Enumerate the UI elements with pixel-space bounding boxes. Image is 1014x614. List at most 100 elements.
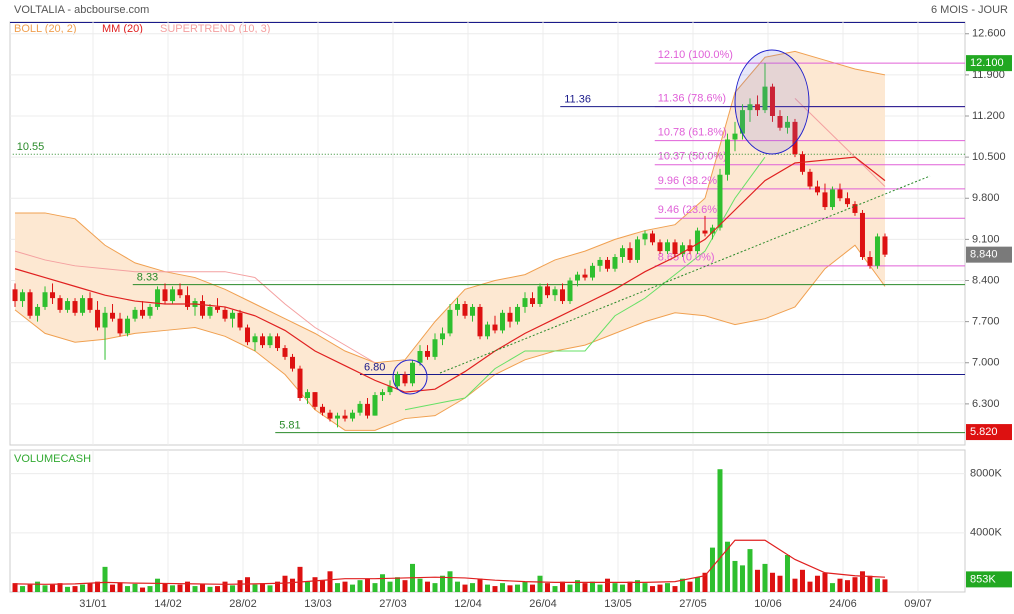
- candle-body: [777, 116, 783, 128]
- volume-bar: [27, 584, 33, 592]
- x-tick-label: 24/06: [829, 598, 857, 610]
- volume-bar: [140, 587, 146, 592]
- fib-label: 10.37 (50.0%): [658, 151, 727, 163]
- candle-body: [380, 392, 386, 396]
- volume-bar: [380, 574, 386, 592]
- legend-ma: MM (20): [102, 23, 143, 35]
- volume-ma-line: [15, 539, 886, 585]
- candle-body: [200, 301, 206, 316]
- candle-body: [132, 309, 138, 319]
- legend-boll: BOLL (20, 2): [14, 23, 77, 35]
- volume-bar: [822, 572, 828, 592]
- volume-bar: [769, 572, 775, 592]
- candle-body: [619, 248, 625, 257]
- volume-bar: [425, 581, 431, 592]
- volume-bar: [432, 583, 438, 592]
- volume-bar: [455, 581, 461, 592]
- candle-body: [492, 324, 498, 331]
- volume-bar: [95, 581, 101, 592]
- candle-body: [222, 309, 228, 319]
- candle-body: [537, 286, 543, 304]
- volume-bar: [844, 580, 850, 592]
- volume-label-box: [966, 571, 1012, 588]
- candle-body: [717, 174, 723, 228]
- candle-body: [237, 312, 243, 328]
- candle-body: [117, 318, 123, 334]
- volume-bar: [20, 586, 26, 592]
- level-label: 6.80: [364, 361, 385, 373]
- volume-bar: [117, 582, 123, 592]
- volume-label: 853K: [970, 573, 996, 585]
- y-tick-label: 11.900: [972, 69, 1005, 81]
- volume-bar: [874, 578, 880, 592]
- candle-body: [125, 318, 131, 334]
- candle-body: [12, 289, 18, 302]
- candle-body: [664, 242, 670, 252]
- volume-bar: [784, 555, 790, 592]
- candle-body: [275, 336, 281, 349]
- candle-body: [110, 312, 116, 319]
- candle-body: [42, 292, 48, 307]
- fib-label: 10.78 (61.8%): [658, 127, 727, 139]
- candle-body: [35, 306, 41, 316]
- volume-bar: [342, 581, 348, 592]
- volume-bar: [664, 583, 670, 592]
- volume-bar: [215, 586, 221, 592]
- candle-body: [567, 280, 573, 302]
- supertrend-line: [794, 98, 886, 187]
- volume-bar: [102, 566, 108, 592]
- volume-bar: [320, 580, 326, 592]
- candle-body: [147, 306, 153, 316]
- volume-bar: [694, 577, 700, 592]
- volume-bar: [679, 578, 685, 592]
- volume-bar: [417, 578, 423, 592]
- level-label: 10.55: [17, 141, 45, 153]
- x-tick-label: 27/03: [379, 598, 407, 610]
- candle-body: [207, 306, 213, 316]
- band-lower: [14, 244, 886, 431]
- volume-bar: [739, 565, 745, 592]
- candle-body: [290, 356, 296, 369]
- volume-bar: [365, 578, 371, 592]
- volume-bar: [372, 583, 378, 592]
- volume-bar: [814, 575, 820, 592]
- x-tick-label: 26/04: [529, 598, 557, 610]
- candle-body: [312, 392, 318, 407]
- candle-body: [432, 339, 438, 357]
- volume-bar: [807, 581, 813, 592]
- volume-bar: [125, 586, 131, 592]
- fib-label: 12.10 (100.0%): [658, 49, 733, 61]
- volume-bar: [282, 575, 288, 592]
- volume-bar: [567, 584, 573, 592]
- volume-bar: [582, 583, 588, 592]
- x-tick-label: 13/03: [304, 598, 332, 610]
- candle-body: [837, 189, 843, 199]
- volume-bar: [305, 581, 311, 592]
- volume-bar: [799, 569, 805, 592]
- volume-bar: [649, 586, 655, 592]
- volume-bar: [709, 547, 715, 592]
- candle-body: [762, 86, 768, 111]
- volume-bar: [50, 584, 56, 592]
- y-tick-label: 4000K: [970, 527, 1002, 539]
- volume-bar: [529, 584, 535, 592]
- candle-body: [365, 403, 371, 416]
- candle-body: [574, 274, 580, 281]
- volume-bar: [350, 584, 356, 592]
- volume-bar: [35, 581, 41, 592]
- y-tick-label: 8000K: [970, 468, 1002, 480]
- candle-body: [627, 248, 633, 260]
- candle-body: [852, 204, 858, 213]
- y-tick-label: 9.800: [972, 192, 1000, 204]
- candle-body: [50, 292, 56, 299]
- volume-bar: [657, 584, 663, 592]
- candle-body: [372, 395, 378, 416]
- candle-body: [80, 298, 86, 313]
- price-label-box: [966, 55, 1012, 72]
- volume-bar: [57, 583, 63, 592]
- candle-body: [177, 289, 183, 296]
- candle-body: [739, 110, 745, 134]
- candle-body: [185, 295, 191, 307]
- level-label: 8.33: [137, 272, 158, 284]
- y-tick-label: 6.300: [972, 398, 1000, 410]
